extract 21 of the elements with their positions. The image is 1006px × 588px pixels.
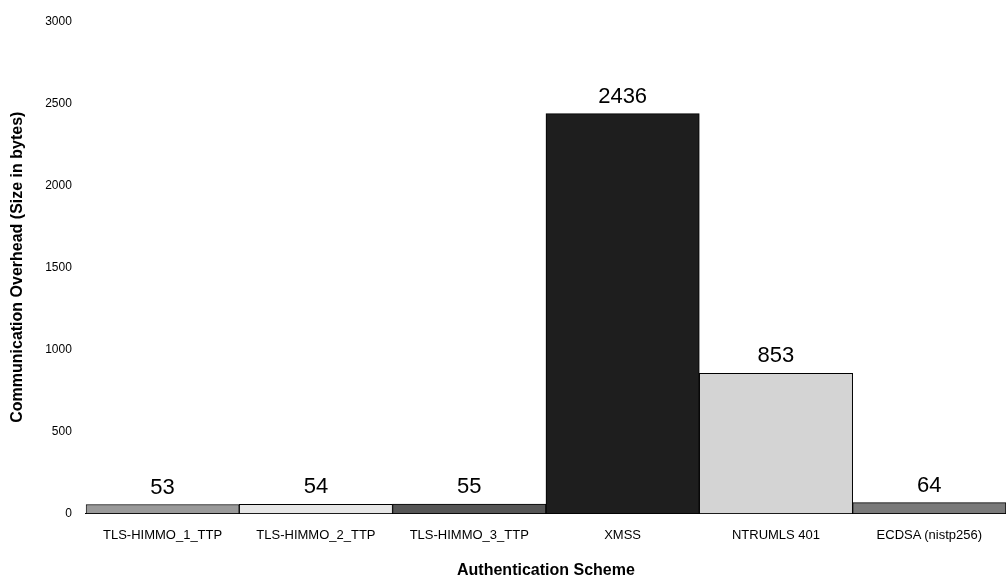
- data-label: 54: [303, 473, 329, 499]
- x-tick-label: TLS-HIMMO_3_TTP: [409, 526, 529, 542]
- data-label: 64: [917, 471, 942, 497]
- y-tick-label: 2500: [45, 95, 73, 110]
- x-tick-label: XMSS: [604, 526, 642, 542]
- x-tick-label: TLS-HIMMO_2_TTP: [256, 526, 376, 542]
- y-tick-label: 2000: [45, 177, 73, 192]
- y-tick-label: 1000: [45, 341, 73, 356]
- x-axis-title: Authentication Scheme: [457, 560, 635, 578]
- y-tick-label: 3000: [45, 13, 73, 28]
- x-tick-label: ECDSA (nistp256): [876, 526, 983, 542]
- y-tick-label: 500: [51, 423, 73, 438]
- x-tick-label: NTRUMLS 401: [731, 526, 821, 542]
- data-label: 2436: [598, 82, 648, 108]
- x-tick-label: TLS-HIMMO_1_TTP: [102, 526, 223, 542]
- data-label: 853: [757, 342, 795, 368]
- y-tick-label: 1500: [45, 259, 73, 274]
- y-tick-label: 0: [65, 505, 73, 520]
- data-label: 55: [457, 473, 482, 499]
- data-label: 53: [150, 473, 175, 499]
- y-axis-title: Communication Overhead (Size in bytes): [8, 111, 26, 423]
